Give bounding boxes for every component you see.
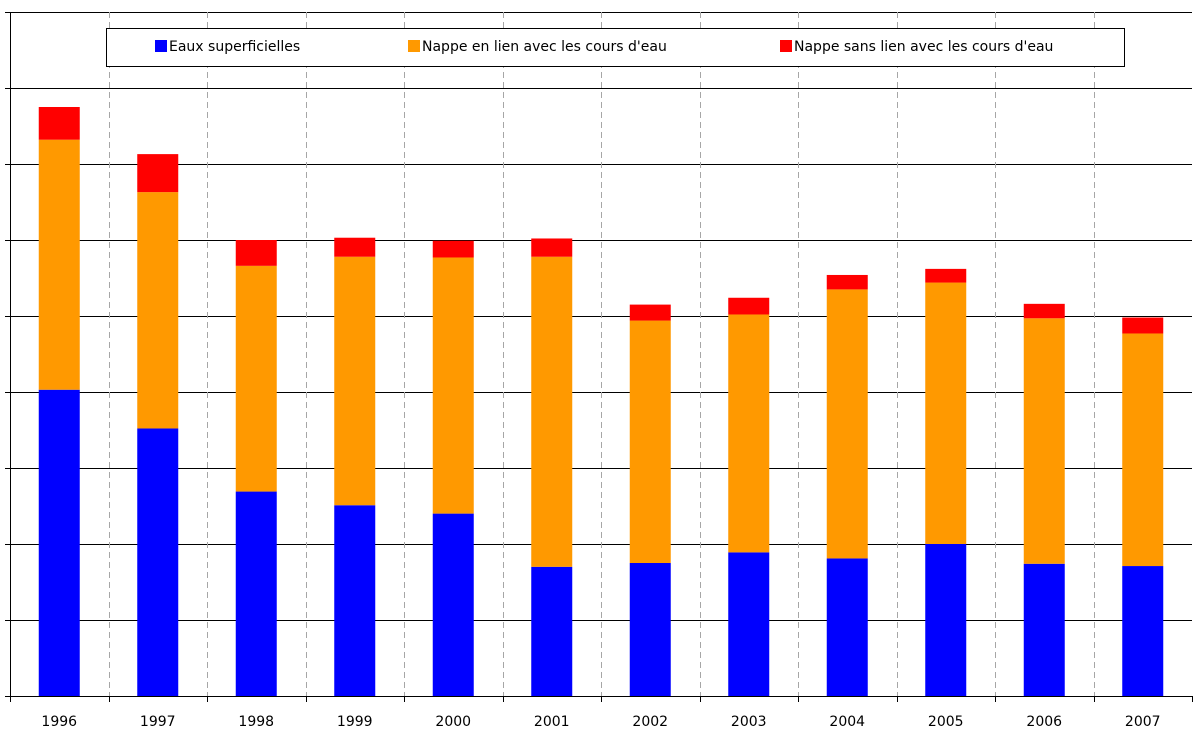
legend-box	[106, 28, 1125, 67]
bar-segment	[235, 240, 277, 266]
bar-segment	[629, 563, 671, 696]
bar-segment	[334, 237, 376, 257]
bar-segment	[1023, 303, 1065, 319]
bar-segment	[334, 505, 376, 696]
bar-segment	[432, 240, 474, 258]
bars	[38, 107, 1164, 696]
bar-segment	[728, 297, 770, 315]
legend-label: Eaux superficielles	[169, 39, 300, 55]
legend-label: Nappe sans lien avec les cours d'eau	[794, 39, 1053, 55]
bar-segment	[334, 256, 376, 506]
bar-segment	[38, 139, 80, 390]
bar-segment	[1122, 317, 1164, 334]
x-tick-label: 2004	[829, 714, 865, 730]
bar-segment	[432, 257, 474, 514]
x-tick-label: 1996	[41, 714, 77, 730]
bar-segment	[531, 238, 573, 257]
bar-segment	[235, 491, 277, 696]
bar-segment	[728, 552, 770, 696]
bar-segment	[1023, 563, 1065, 696]
axes	[5, 12, 1193, 702]
legend: Eaux superficielles Nappe en lien avec le…	[106, 28, 1125, 67]
bar-segment	[925, 282, 967, 544]
bar-segment	[629, 320, 671, 563]
bar-segment	[137, 192, 179, 429]
bar-segment	[826, 289, 868, 559]
x-tick-label: 2003	[731, 714, 767, 730]
bar-segment	[826, 558, 868, 696]
bar-segment	[432, 513, 474, 696]
x-tick-labels: 1996 1997 1998 1999 2000 2001 2002 2003 2004 2005…	[41, 714, 1160, 730]
bar-segment	[137, 154, 179, 193]
bar-segment	[1023, 318, 1065, 564]
x-tick-label: 2007	[1125, 714, 1161, 730]
bar-segment	[925, 544, 967, 696]
legend-label: Nappe en lien avec les cours d'eau	[422, 39, 667, 55]
bar-segment	[531, 566, 573, 696]
x-tick-label: 1998	[238, 714, 274, 730]
x-tick-label: 2006	[1026, 714, 1062, 730]
x-tick-label: 2001	[534, 714, 570, 730]
bar-segment	[137, 428, 179, 696]
bar-segment	[38, 107, 80, 140]
legend-swatch	[780, 40, 792, 52]
x-tick-label: 1999	[337, 714, 373, 730]
gridlines	[10, 12, 1192, 696]
bar-segment	[826, 274, 868, 290]
x-tick-label: 2000	[435, 714, 471, 730]
bar-segment	[235, 265, 277, 492]
legend-swatch	[408, 40, 420, 52]
x-tick-label: 2005	[928, 714, 964, 730]
bar-segment	[728, 314, 770, 553]
legend-swatch	[155, 40, 167, 52]
bar-segment	[925, 268, 967, 283]
bar-segment	[1122, 566, 1164, 696]
bar-segment	[531, 256, 573, 567]
x-tick-label: 1997	[140, 714, 176, 730]
bar-segment	[38, 389, 80, 696]
bar-segment	[629, 304, 671, 321]
x-tick-label: 2002	[632, 714, 668, 730]
bar-segment	[1122, 333, 1164, 567]
